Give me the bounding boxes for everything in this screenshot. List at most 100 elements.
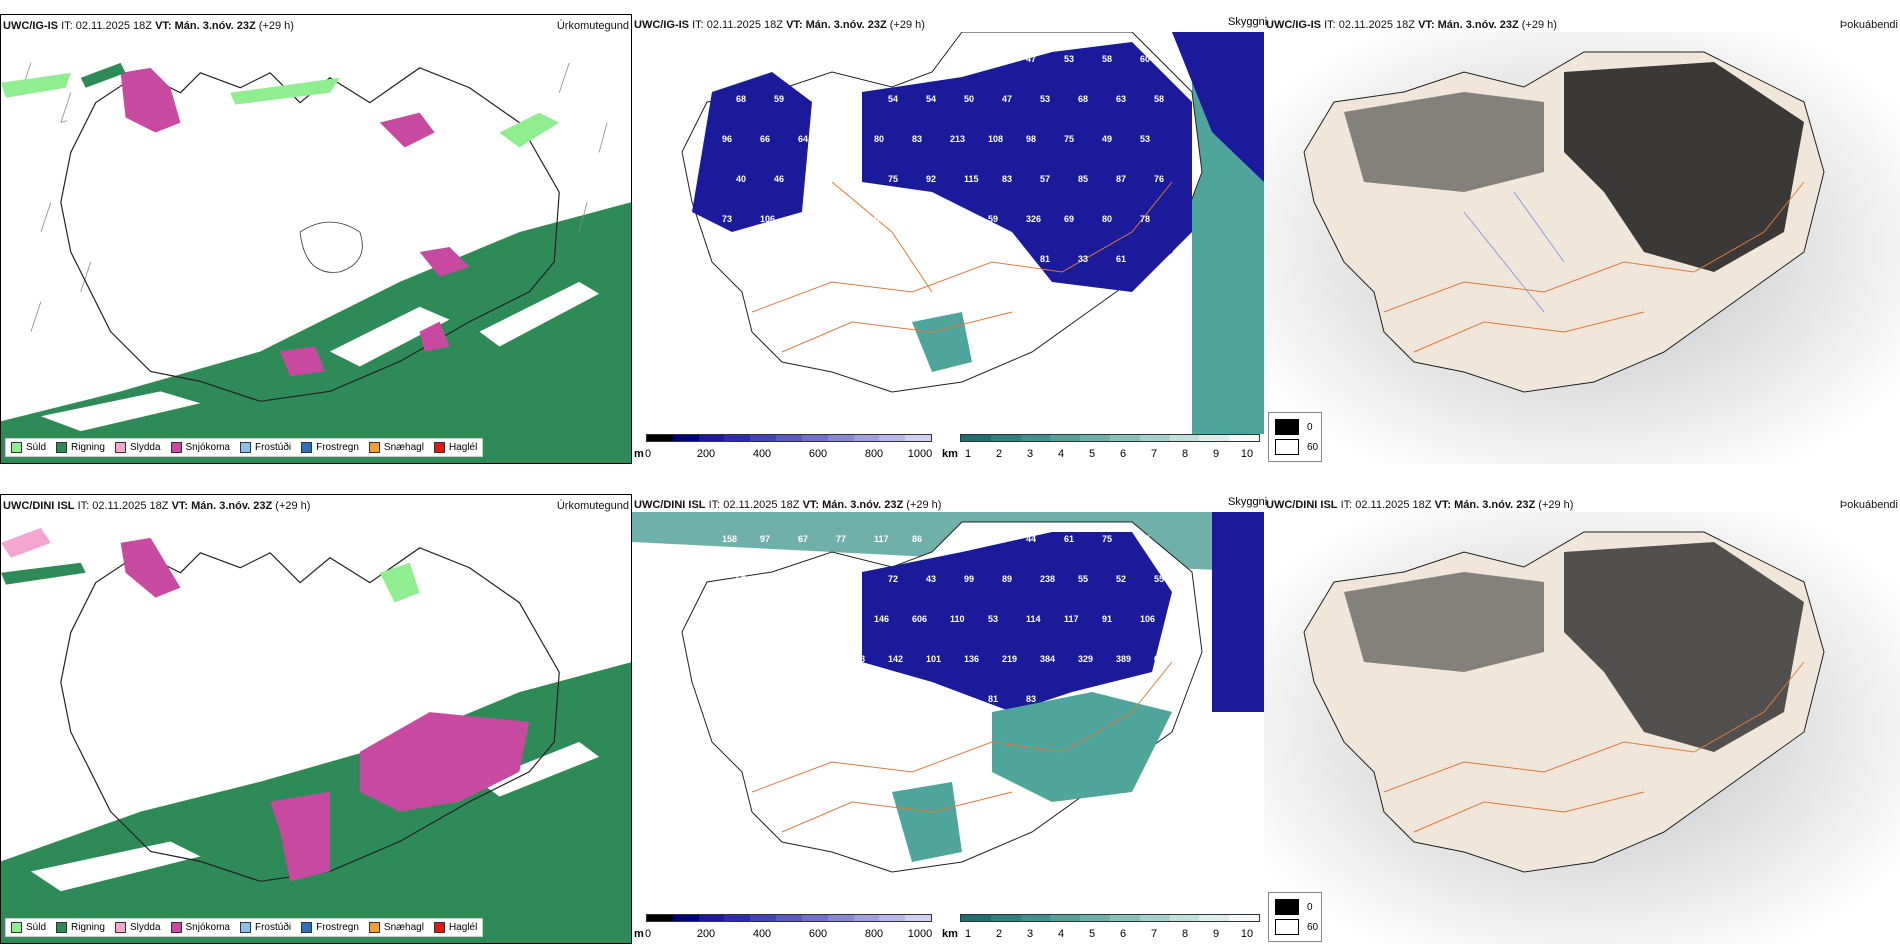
cloud-base-value: 97: [760, 534, 770, 544]
colorbar-unit: km: [942, 448, 958, 460]
fog-legend-value: 60: [1307, 921, 1319, 933]
snow-area: [419, 321, 450, 352]
precip-legend: Súld Rigning Slydda Snjókoma Frostúði Fr…: [5, 918, 484, 937]
cloud-base-value: 288: [912, 694, 927, 704]
glacier-outline: [299, 221, 363, 273]
panel-title: Skyggni: [1228, 496, 1268, 508]
cloud-base-numbers: 158 97 67 77 117 86 84 61 44 61 75 35 53 55 51 58 72 43 99…: [722, 534, 1169, 704]
fog-legend-swatch: [1275, 419, 1299, 435]
cloud-base-value: 64: [798, 134, 808, 144]
cloud-base-value: 61: [1116, 254, 1126, 264]
legend-swatch: [368, 922, 380, 933]
cloud-base-value: 58: [1102, 54, 1112, 64]
cloud-base-value: 75: [1064, 134, 1074, 144]
cloud-base-value: 57: [1040, 174, 1050, 184]
cloud-map-svg: 91 79 134 188 107 98 168 66 47 53 58 60 68 59 53 48 54 54…: [681, 32, 1264, 434]
cloud-base-value: 66: [760, 134, 770, 144]
cloud-base-value: 63: [1116, 94, 1126, 104]
panel-title: Úrkomutegund: [556, 500, 629, 512]
rain-gap: [30, 841, 201, 892]
precip-panel-row1: UWC/IG-IS IT: 02.11.2025 18Z VT: Mán. 3.…: [0, 14, 632, 464]
legend-item-snow-pellets: Snæhagl: [368, 442, 424, 453]
model-name: UWC/DINI ISL: [1266, 499, 1338, 511]
vt-label: VT:: [786, 19, 803, 31]
legend-swatch: [301, 442, 313, 453]
cloud-base-map: 158 97 67 77 117 86 84 61 44 61 75 35 53 55 51 58 72 43 99…: [632, 512, 1264, 914]
colorbar-tick: 1000: [907, 448, 933, 460]
cloud-base-value: 326: [1026, 214, 1041, 224]
cloud-base-value: 238: [1040, 574, 1055, 584]
cloud-base-value: 44: [774, 654, 784, 664]
vt-value: Mán. 3.nóv. 23Z: [805, 19, 887, 31]
colorbar-tick: 800: [864, 448, 884, 460]
cloud-base-value: 56: [798, 614, 808, 624]
cloud-base-value: 74: [836, 214, 846, 224]
snow-area: [359, 712, 530, 812]
colorbar-tick: 7: [1150, 928, 1158, 940]
cloud-base-value: 83: [912, 134, 922, 144]
cloud-base-value: 50: [964, 94, 974, 104]
fog-legend-swatch: [1275, 919, 1299, 935]
panel-title: Úrkomutegund: [556, 20, 629, 32]
it-value: 02.11.2025 18Z: [75, 20, 152, 32]
legend-swatch: [56, 442, 68, 453]
cloud-base-value: 76: [836, 614, 846, 624]
cloud-base-value: 188: [836, 54, 851, 64]
cloud-base-value: 72: [836, 134, 846, 144]
cloud-base-value: 84: [950, 534, 960, 544]
cloud-base-value: 51: [812, 574, 822, 584]
cloud-base-value: 106: [1140, 614, 1155, 624]
cloud-base-value: 48: [850, 94, 860, 104]
it-label: IT:: [1324, 19, 1336, 31]
cloud-base-value: 55: [774, 574, 784, 584]
panel-header: UWC/DINI ISL IT: 02.11.2025 18Z VT: Mán.…: [1264, 494, 1900, 512]
cloud-colorbar: m 0 200 400 600 800 1000: [634, 914, 934, 940]
fog-map: [1264, 32, 1900, 464]
visibility-colorbar: km 1 2 3 4 5 6 7 8 9 10: [942, 914, 1262, 940]
roads: [751, 181, 1173, 353]
legend-item-rain: Rigning: [56, 442, 105, 453]
panel-title: Þokuábendi: [1839, 19, 1898, 31]
colorbar-tick: 4: [1057, 448, 1065, 460]
cloud-vis-panel-row1: UWC/IG-IS IT: 02.11.2025 18Z VT: Mán. 3.…: [632, 14, 1264, 464]
colorbar-tick: 5: [1088, 448, 1096, 460]
colorbar-tick: 10: [1240, 928, 1254, 940]
precip-map-svg: [1, 527, 631, 943]
cloud-base-value: 108: [850, 654, 865, 664]
iceland-outline: [60, 67, 560, 402]
fog-legend-swatch: [1275, 899, 1299, 915]
legend-swatch: [170, 922, 182, 933]
vt-value: Mán. 3.nóv. 23Z: [1454, 499, 1536, 511]
fog-legend-value: 60: [1307, 441, 1319, 453]
fog-dense-area: [1564, 542, 1804, 752]
rain-area: [80, 62, 126, 88]
it-label: IT:: [77, 500, 90, 512]
cloud-base-value: 55: [1078, 574, 1088, 584]
snow-area: [280, 346, 325, 377]
legend-swatch: [433, 442, 445, 453]
colorbar-tick: 5: [1088, 928, 1096, 940]
cloud-base-value: 59: [988, 214, 998, 224]
cloud-base-value: 92: [926, 174, 936, 184]
legend-swatch: [11, 442, 22, 453]
panel-title: Skyggni: [1228, 16, 1268, 28]
precip-map: Súld Rigning Slydda Snjókoma Frostúði Fr…: [1, 513, 631, 943]
cloud-base-value: 90: [950, 694, 960, 704]
cloud-base-value: 59: [774, 94, 784, 104]
colorbar-tick: 600: [808, 928, 828, 940]
model-name: UWC/IG-IS: [634, 19, 689, 31]
cloud-base-value: 114: [1026, 614, 1041, 624]
precip-panel-row2: UWC/DINI ISL IT: 02.11.2025 18Z VT: Mán.…: [0, 494, 632, 944]
cloud-base-value: 225: [760, 694, 775, 704]
colorbar-tick: 600: [808, 448, 828, 460]
cloud-base-value: 168: [950, 54, 965, 64]
fog-map-svg: [1264, 512, 1900, 944]
cloud-base-value: 146: [812, 654, 827, 664]
it-value: 02.11.2025 18Z: [706, 19, 783, 31]
cloud-base-numbers: 91 79 134 188 107 98 168 66 47 53 58 60 68 59 53 48 54 54…: [722, 54, 1164, 264]
snow-area: [120, 67, 181, 133]
cloud-base-value: 246: [798, 694, 813, 704]
cloud-vis-panel-row2: UWC/DINI ISL IT: 02.11.2025 18Z VT: Mán.…: [632, 494, 1264, 944]
colorbar-tick: 800: [864, 928, 884, 940]
cloud-base-value: 54: [888, 94, 898, 104]
